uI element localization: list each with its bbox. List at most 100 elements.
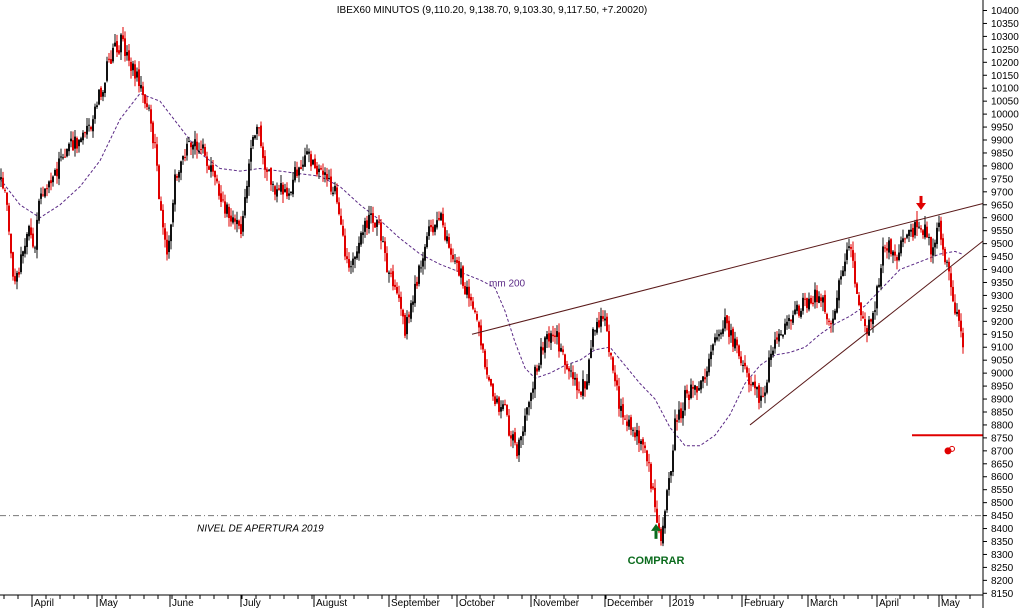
y-tick-label: 8650 [991,459,1014,470]
candle-body [722,328,724,334]
candle-body [654,487,656,508]
y-tick-label: 10050 [991,97,1019,108]
candle-body [614,372,616,382]
candle-body [274,186,276,195]
candle-body [324,172,326,175]
candle-body [908,229,910,236]
candle-body [712,344,714,351]
candle-body [770,353,772,360]
candle-body [832,318,834,324]
candle-body [630,417,632,430]
candle-body [424,246,426,261]
candle-body [164,228,166,240]
candle-body [56,168,58,177]
candle-body [916,219,918,228]
candle-body [264,156,266,170]
candle-body [0,177,2,180]
candle-body [252,137,254,147]
candle-body [38,200,40,221]
candle-body [956,311,958,314]
candle-body [540,346,542,365]
y-tick-label: 8600 [991,472,1014,483]
candle-body [34,247,36,249]
y-tick-label: 9750 [991,174,1014,185]
candle-body [36,219,38,250]
candle-body [702,376,704,382]
candle-body [804,298,806,300]
candle-body [788,318,790,322]
candle-body [856,283,858,294]
candle-body [352,258,354,265]
candle-body [644,445,646,449]
x-tick-label: December [607,598,654,608]
candle-body [94,106,96,119]
candle-body [686,389,688,394]
candle-body [478,322,480,328]
candle-body [238,220,240,226]
candle-body [862,316,864,319]
candle-body [158,165,160,200]
candle-body [412,301,414,305]
candle-body [950,273,952,288]
candle-body [318,168,320,173]
candle-body [398,294,400,299]
y-tick-label: 8900 [991,395,1014,406]
candle-body [494,396,496,405]
trendline [749,240,984,426]
y-tick-label: 9150 [991,330,1014,341]
x-tick-label: March [810,598,838,608]
y-tick-label: 9200 [991,317,1014,328]
candle-body [256,126,258,134]
candle-body [796,304,798,311]
candle-body [616,380,618,386]
y-tick-label: 9450 [991,252,1014,263]
candle-body [538,365,540,371]
candle-body [524,415,526,432]
candle-body [436,220,438,228]
candle-body [580,391,582,396]
candle-body [270,167,272,185]
candle-body [772,350,774,356]
candle-body [776,337,778,340]
candle-body [452,254,454,260]
candle-body [32,233,34,247]
candle-body [230,215,232,222]
candle-body [708,358,710,373]
candle-body [792,315,794,323]
candle-body [260,125,262,147]
candle-body [626,421,628,426]
candle-body [844,261,846,272]
candle-body [330,176,332,192]
candle-body [240,224,242,235]
x-tick-label: September [391,598,441,608]
candle-body [316,165,318,175]
candle-body [308,151,310,154]
candle-body [694,385,696,390]
candle-body [320,168,322,170]
candle-body [948,261,950,272]
candle-body [328,177,330,179]
candle-body [946,261,948,263]
y-tick-label: 8400 [991,524,1014,535]
candle-body [442,213,444,226]
candle-body [824,294,826,312]
candle-body [422,258,424,267]
candle-body [46,188,48,190]
candle-body [20,254,22,273]
candle-body [676,420,678,422]
candle-body [334,185,336,192]
y-tick-label: 9550 [991,226,1014,237]
candle-body [930,237,932,255]
candle-body [338,202,340,214]
candle-body [126,52,128,56]
candle-body [120,34,122,53]
candle-body [502,404,504,410]
candle-body [578,389,580,391]
y-tick-label: 10250 [991,45,1019,56]
candle-body [674,418,676,451]
candle-body [606,316,608,332]
candle-body [548,333,550,342]
candle-body [646,450,648,462]
candle-body [706,371,708,377]
candle-body [904,238,906,240]
